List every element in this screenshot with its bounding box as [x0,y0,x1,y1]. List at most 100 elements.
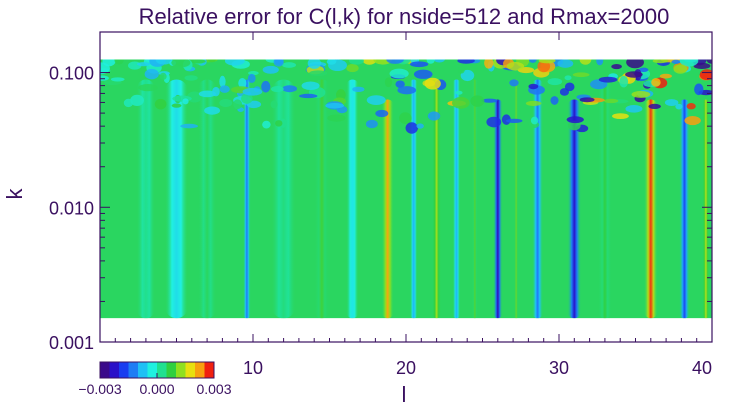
heatmap-stripe [452,79,461,319]
x-axis: 10 20 30 40 [114,32,713,378]
heatmap-blob [433,59,445,63]
y-tick-label: 0.010 [49,198,94,218]
heatmap-blob [537,60,551,73]
heatmap-blob [486,116,502,128]
heatmap-stripe [346,79,359,319]
colorbar: −0.003 0.000 0.003 [78,361,232,397]
heatmap-blob [625,71,643,78]
heatmap-blob [233,99,243,110]
heatmap-blob [261,80,271,93]
colorbar-swatch [138,362,148,378]
heatmap-stripe [471,79,479,319]
y-tick-label: 0.100 [49,64,94,84]
heatmap-blob [395,80,405,88]
colorbar-swatch [128,362,139,378]
heatmap-blob [262,120,271,129]
heatmap-blob [198,90,216,98]
heatmap-blob [530,116,539,125]
heatmap-stripe [432,79,442,319]
heatmap-blob [470,95,485,107]
heatmap-stripe [643,99,658,319]
heatmap-blob [375,109,389,118]
heatmap-blob [171,59,191,68]
heatmap-blob [144,68,159,80]
heatmap-stripe [409,79,418,319]
heatmap-blob [509,79,519,87]
heatmap-stripe [381,99,394,319]
heatmap-blob [506,62,525,71]
heatmap-blob [619,75,629,88]
chart-title: Relative error for C(l,k) for nside=512 … [139,4,670,29]
heatmap-blob [455,90,463,95]
heatmap-blob [273,59,284,67]
heatmap-blob [171,103,182,108]
heatmap-blob [362,59,377,65]
heatmap-blob [405,122,418,134]
heatmap-stripe [702,99,710,319]
heatmap-blob [651,77,661,87]
heatmap-blob [270,100,278,109]
heatmap-blob [699,69,712,81]
heatmap-blob [309,70,328,77]
heatmap-blob [572,72,590,78]
heatmap-blob [238,78,247,89]
heatmap-stripe [271,79,296,319]
heatmap-blob [241,93,253,104]
heatmap-stripe [598,79,612,319]
heatmap-blob [567,120,581,131]
heatmap-blob [352,86,365,93]
colorbar-swatch [109,362,120,378]
heatmap-blob [184,75,198,81]
heatmap-blob [457,66,465,74]
heatmap-blob [652,59,669,64]
heatmap-blob [481,98,498,103]
heatmap-blob [686,103,696,110]
heatmap-blob [505,118,523,123]
heatmap-blob [365,119,378,129]
heatmap-blob [123,98,134,108]
heatmap-blob [327,114,346,122]
heatmap-stripe [314,79,330,319]
heatmap-blob [275,120,283,127]
heatmap-blob [706,59,712,64]
colorbar-swatch [100,362,110,378]
heatmap-blob [110,77,125,82]
heatmap-blob [346,64,359,73]
heatmap-blob [224,59,245,66]
heatmap-blob [675,103,683,110]
heatmap-blob [625,105,643,113]
x-tick-label: 10 [243,358,263,378]
heatmap-blob [326,59,337,65]
heatmap-blob [325,102,344,109]
heatmap-blob [100,62,110,75]
heatmap-blob [664,99,679,106]
heatmap-blob [114,59,124,65]
heatmap-blob [648,103,661,110]
heatmap-blob [596,59,604,66]
heatmap-blob [598,76,618,83]
heatmap-blob [100,75,109,81]
heatmap-blob [219,98,233,108]
heatmap-blob [452,96,470,109]
heatmap-blob [182,98,189,105]
colorbar-swatch [147,362,158,378]
heatmap-blob [457,59,475,64]
colorbar-swatch [176,362,186,378]
colorbar-swatch [157,362,167,378]
heatmap-blob [413,69,433,79]
colorbar-tick-label: 0.000 [139,381,174,397]
heatmap-blob [579,59,592,65]
heatmap-blob [386,59,404,64]
heatmap-stripe [197,79,217,319]
heatmap-blob [547,78,563,86]
heatmap-blob [130,94,144,106]
heatmap-blob [204,106,221,115]
heatmap-blob [679,59,699,67]
x-axis-label: l [402,382,407,407]
heatmap-blob [190,59,206,64]
heatmap-layer [100,59,712,319]
heatmap-blob [242,87,263,96]
x-tick-label: 30 [549,358,569,378]
heatmap-stripe [532,79,543,319]
